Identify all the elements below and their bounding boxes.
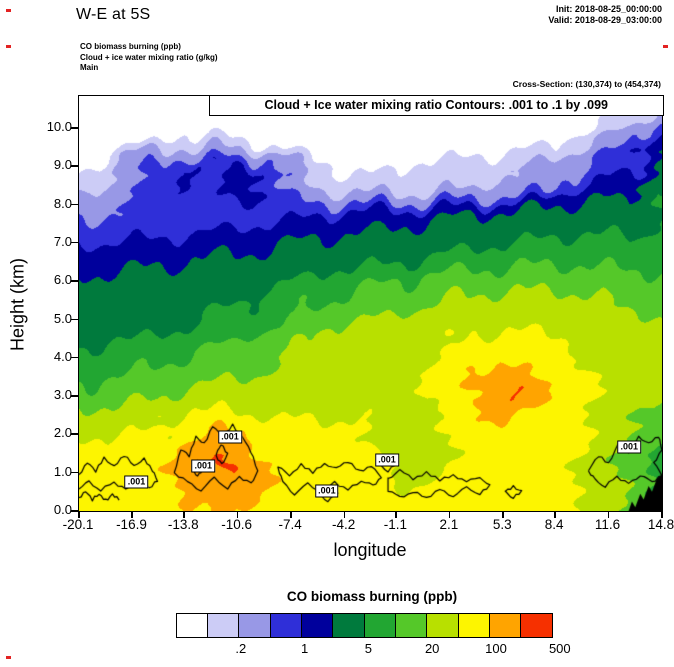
y-tick-mark	[71, 471, 78, 474]
colorbar-cell	[269, 613, 303, 638]
cross-section-info: Cross-Section: (130,374) to (454,374)	[512, 79, 661, 89]
contour-value-label: .001	[124, 475, 149, 489]
colorbar-tick-label: 5	[364, 641, 372, 656]
x-tick-label: -4.2	[331, 517, 356, 532]
x-tick-label: -20.1	[62, 517, 94, 532]
fiducial-mark	[6, 9, 11, 12]
x-tick-label: -10.6	[221, 517, 253, 532]
y-tick-mark	[71, 395, 78, 397]
contour-value-label: .001	[315, 484, 339, 498]
colorbar-cell	[488, 613, 522, 638]
contour-plot-canvas	[79, 96, 662, 511]
colorbar-title: CO biomass burning (ppb)	[286, 589, 458, 604]
colorbar-cell	[520, 613, 553, 638]
contour-value-label: .001	[218, 430, 242, 444]
x-tick-mark	[236, 511, 239, 518]
colorbar-cell	[238, 613, 271, 638]
init-time: Init: 2018-08-25_00:00:00	[555, 4, 662, 14]
colorbar-cell	[332, 613, 365, 638]
fiducial-mark	[6, 656, 11, 659]
model-time-block: Init: 2018-08-25_00:00:00 Valid: 2018-08…	[548, 4, 662, 26]
x-tick-mark	[78, 511, 80, 518]
y-tick-mark	[71, 433, 78, 435]
y-tick-mark	[71, 203, 78, 206]
colorbar-cell	[395, 613, 428, 638]
legend-fill-field: CO biomass burning (ppb)	[80, 42, 181, 51]
x-tick-mark	[183, 511, 185, 518]
x-tick-label: 2.1	[439, 517, 459, 532]
x-tick-label: -16.9	[116, 517, 147, 532]
colorbar-cell	[457, 613, 491, 638]
fiducial-mark	[6, 45, 11, 48]
x-tick-label: 11.6	[594, 517, 621, 532]
y-tick-label: 3.0	[53, 387, 72, 403]
colorbar-cell	[301, 613, 334, 638]
plot-area: Cloud + Ice water mixing ratio Contours:…	[78, 94, 664, 512]
contour-value-label: .001	[617, 440, 642, 454]
x-tick-mark	[290, 511, 292, 518]
x-tick-mark	[395, 511, 397, 518]
legend-contour-field: Cloud + ice water mixing ratio (g/kg)	[80, 52, 218, 62]
y-tick-label: 8.0	[53, 195, 72, 211]
x-tick-mark	[661, 511, 663, 518]
colorbar-cell	[363, 613, 397, 638]
colorbar-tick-label: 20	[424, 641, 440, 656]
y-axis-label: Height (km)	[7, 258, 28, 352]
x-tick-mark	[448, 511, 451, 518]
colorbar-tick-label: 500	[548, 641, 571, 656]
colorbar-tick-label: 100	[485, 641, 507, 656]
x-tick-label: -1.1	[383, 517, 408, 532]
valid-time: Valid: 2018-08-29_03:00:00	[548, 15, 662, 25]
x-tick-mark	[607, 511, 610, 518]
contour-value-label: .001	[191, 459, 216, 473]
colorbar	[175, 613, 553, 638]
x-tick-mark	[554, 511, 556, 518]
colorbar-cell	[426, 613, 459, 638]
colorbar-tick-label: .2	[235, 641, 247, 656]
x-tick-mark	[502, 511, 504, 518]
y-tick-label: 6.0	[53, 272, 72, 288]
colorbar-cell	[207, 613, 240, 638]
field-legend: CO biomass burning (ppb) Cloud + ice wat…	[80, 42, 218, 74]
y-tick-mark	[71, 318, 78, 320]
y-tick-label: 9.0	[53, 157, 72, 173]
contour-value-label: .001	[375, 453, 399, 467]
y-tick-label: 0.0	[53, 502, 72, 517]
y-tick-mark	[71, 356, 78, 359]
y-tick-label: 5.0	[53, 310, 72, 326]
y-tick-label: 7.0	[53, 233, 72, 249]
contour-info-box: Cloud + Ice water mixing ratio Contours:…	[209, 94, 664, 116]
y-tick-label: 2.0	[53, 425, 72, 441]
x-tick-label: -13.8	[167, 517, 199, 532]
y-tick-mark	[71, 127, 78, 129]
y-tick-label: 1.0	[53, 463, 72, 479]
x-axis-label: longitude	[333, 540, 407, 560]
y-tick-label: 4.0	[53, 348, 72, 364]
legend-domain: Main	[80, 63, 99, 72]
x-tick-label: -7.4	[278, 517, 302, 532]
y-tick-mark	[71, 280, 78, 282]
y-tick-label: 10.0	[46, 119, 72, 134]
colorbar-tick-label: 1	[300, 641, 309, 656]
x-tick-mark	[343, 511, 346, 518]
x-tick-label: 8.4	[544, 517, 564, 532]
x-tick-label: 14.8	[647, 517, 674, 532]
y-tick-mark	[71, 165, 78, 167]
page-title: W-E at 5S	[76, 6, 151, 23]
x-tick-mark	[131, 511, 133, 518]
colorbar-cell	[175, 613, 209, 638]
fiducial-mark	[663, 45, 668, 48]
y-tick-mark	[71, 241, 78, 244]
y-tick-mark	[71, 510, 78, 512]
x-tick-label: 5.3	[492, 517, 512, 532]
